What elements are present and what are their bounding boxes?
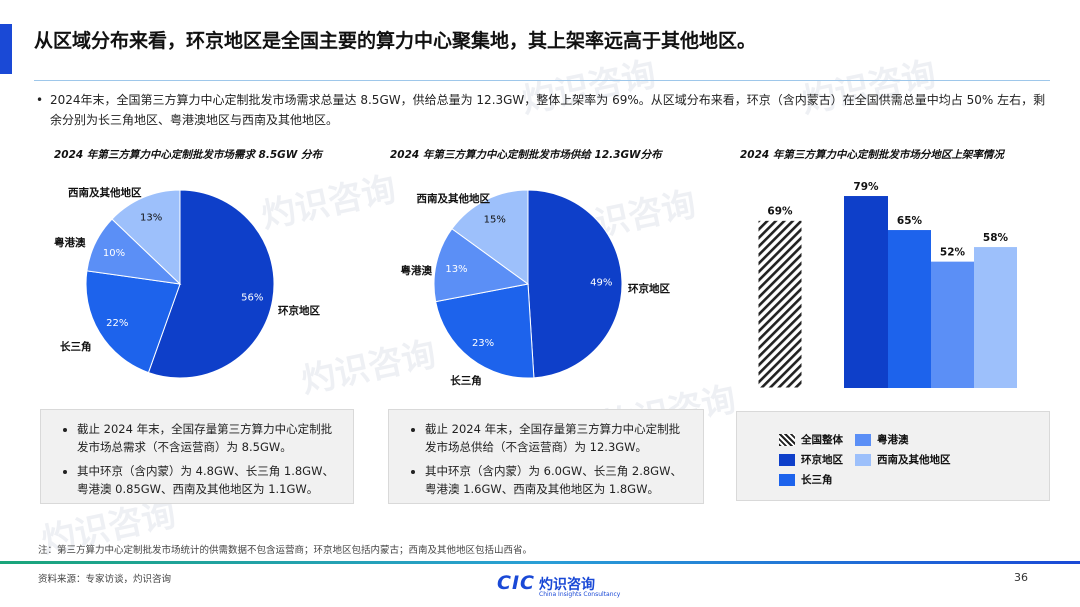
summary-bullet: • 2024年末，全国第三方算力中心定制批发市场需求总量达 8.5GW，供给总量… [36, 90, 1046, 130]
pie-slice [147, 189, 275, 379]
supply-pie-chart: 49% 环京地区 23% 长三角 13% 粤港澳 15% 西南及其他地区 [401, 189, 670, 387]
legend-item-yuegangao: 粤港澳 [855, 432, 909, 447]
legend-label: 粤港澳 [877, 434, 909, 446]
pie-pct-label: 23% [472, 338, 494, 349]
pie-pct-label: 15% [484, 215, 506, 226]
pie-pct-label: 10% [103, 248, 125, 259]
legend-swatch [855, 453, 871, 466]
pie-pct-label: 49% [590, 278, 612, 289]
bar [757, 219, 803, 389]
legend-label: 环京地区 [801, 454, 843, 466]
page-number: 36 [1014, 571, 1028, 584]
legend-item-jingjing: 环京地区 [779, 452, 843, 467]
pie-category-label: 长三角 [450, 374, 482, 387]
pie-category-label: 长三角 [60, 340, 92, 353]
legend-label: 西南及其他地区 [877, 454, 951, 466]
bar-value-label: 52% [940, 247, 966, 259]
pie-slice [451, 189, 529, 285]
logo-mark: CIC [497, 572, 535, 594]
legend-item-xinan: 西南及其他地区 [855, 452, 951, 467]
legend-swatch [855, 433, 871, 446]
pie-slice [85, 270, 181, 374]
bullet-dot-icon: • [36, 93, 44, 107]
supply-notes-box: 截止 2024 年末，全国存量第三方算力中心定制批发市场总供给（不含运营商）为 … [388, 409, 704, 504]
bar-value-label: 69% [767, 205, 793, 217]
title-accent-bar [0, 24, 12, 74]
supply-note-2: 其中环京（含内蒙）为 6.0GW、长三角 2.8GW、粤港澳 1.6GW、西南及… [425, 462, 689, 498]
bar-value-label: 58% [983, 232, 1009, 244]
legend-item-changsanjiao: 长三角 [779, 472, 833, 487]
bar-value-label: 79% [853, 181, 879, 193]
pie-slice [527, 189, 623, 379]
chart-title-demand: 2024 年第三方算力中心定制批发市场需求 8.5GW 分布 [54, 149, 322, 161]
pie-pct-label: 56% [241, 292, 263, 303]
bar [974, 247, 1017, 388]
bar [931, 261, 974, 388]
pie-pct-label: 22% [106, 318, 128, 329]
occupancy-bar-chart: 69% 79% 65% 52% 58% [757, 181, 1017, 389]
pie-pct-label: 13% [140, 213, 162, 224]
legend-swatch-hatch [779, 433, 795, 446]
legend-item-national: 全国整体 [779, 432, 843, 447]
demand-notes-box: 截止 2024 年末，全国存量第三方算力中心定制批发市场总需求（不含运营商）为 … [40, 409, 354, 504]
demand-note-2: 其中环京（含内蒙）为 4.8GW、长三角 1.8GW、粤港澳 0.85GW、西南… [77, 462, 339, 498]
pie-category-label: 西南及其他地区 [68, 186, 142, 199]
demand-note-1: 截止 2024 年末，全国存量第三方算力中心定制批发市场总需求（不含运营商）为 … [77, 420, 339, 456]
pie-category-label: 环京地区 [628, 282, 670, 295]
supply-note-1: 截止 2024 年末，全国存量第三方算力中心定制批发市场总供给（不含运营商）为 … [425, 420, 689, 456]
legend-label: 长三角 [801, 474, 833, 486]
legend-label: 全国整体 [801, 434, 843, 446]
pie-category-label: 环京地区 [278, 304, 320, 317]
pie-pct-label: 13% [445, 264, 467, 275]
pie-category-label: 西南及其他地区 [417, 192, 491, 205]
bar-legend: 全国整体 环京地区 长三角 粤港澳 西南及其他地区 [736, 411, 1050, 501]
pie-slice [435, 283, 535, 379]
logo-name: 灼识咨询 [539, 577, 595, 593]
demand-pie-chart: 56% 环京地区 22% 长三角 10% 粤港澳 13% 西南及其他地区 [54, 186, 320, 379]
bar [844, 196, 888, 388]
source-text: 资料来源：专家访谈，灼识咨询 [38, 574, 172, 585]
summary-text: 2024年末，全国第三方算力中心定制批发市场需求总量达 8.5GW，供给总量为 … [50, 93, 1046, 127]
chart-title-supply: 2024 年第三方算力中心定制批发市场供给 12.3GW分布 [390, 149, 662, 161]
logo-tagline: China Insights Consultancy [539, 591, 621, 598]
cic-logo: CIC 灼识咨询 China Insights Consultancy [497, 572, 621, 600]
legend-swatch [779, 453, 795, 466]
bar [888, 230, 931, 388]
bar-value-label: 65% [897, 215, 923, 227]
pie-category-label: 粤港澳 [401, 264, 433, 277]
footer-divider [0, 561, 1080, 564]
chart-title-rate: 2024 年第三方算力中心定制批发市场分地区上架率情况 [740, 149, 1004, 161]
footnote: 注：第三方算力中心定制批发市场统计的供需数据不包含运营商；环京地区包括内蒙古；西… [38, 545, 533, 556]
pie-category-label: 粤港澳 [54, 236, 86, 249]
title-divider [34, 80, 1050, 81]
legend-swatch [779, 473, 795, 486]
pie-slice [111, 189, 181, 286]
page-title: 从区域分布来看，环京地区是全国主要的算力中心聚集地，其上架率远高于其他地区。 [34, 30, 757, 52]
pie-slice [433, 228, 530, 303]
